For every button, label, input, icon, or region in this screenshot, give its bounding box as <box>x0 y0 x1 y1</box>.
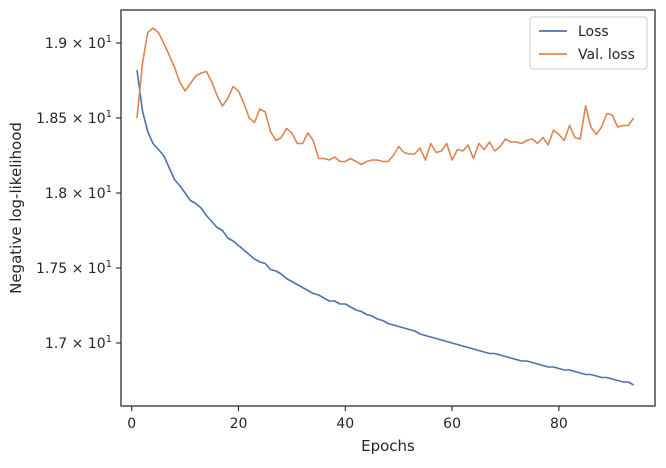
legend-box <box>529 16 648 70</box>
plot-frame <box>120 9 656 407</box>
x-tick-label: 0 <box>127 416 136 432</box>
x-tick-label: 40 <box>336 416 354 432</box>
y-tick-label: 1.75 × 101 <box>36 259 112 277</box>
x-tick-label: 60 <box>443 416 461 432</box>
x-tick-label: 80 <box>550 416 568 432</box>
series-line-1 <box>136 69 634 386</box>
x-axis-label: Epochs <box>361 437 415 455</box>
legend-label: Loss <box>578 24 609 40</box>
legend: Loss Val. loss <box>529 16 648 70</box>
x-axis-ticks: 0 20 40 60 80 <box>127 406 568 432</box>
y-tick-label: 1.8 × 101 <box>45 184 112 202</box>
y-axis-ticks: 1.7 × 101 1.75 × 101 1.8 × 101 1.85 × 101 1.… <box>36 34 121 352</box>
y-tick-label: 1.9 × 101 <box>45 34 112 52</box>
series-layer <box>136 27 635 386</box>
y-tick-label: 1.7 × 101 <box>45 334 112 352</box>
x-tick-label: 20 <box>230 416 248 432</box>
y-tick-label: 1.85 × 101 <box>36 109 112 127</box>
legend-label: Val. loss <box>578 47 635 63</box>
series-line-2 <box>136 27 635 166</box>
y-axis-label: Negative log-likelihood <box>7 122 25 294</box>
